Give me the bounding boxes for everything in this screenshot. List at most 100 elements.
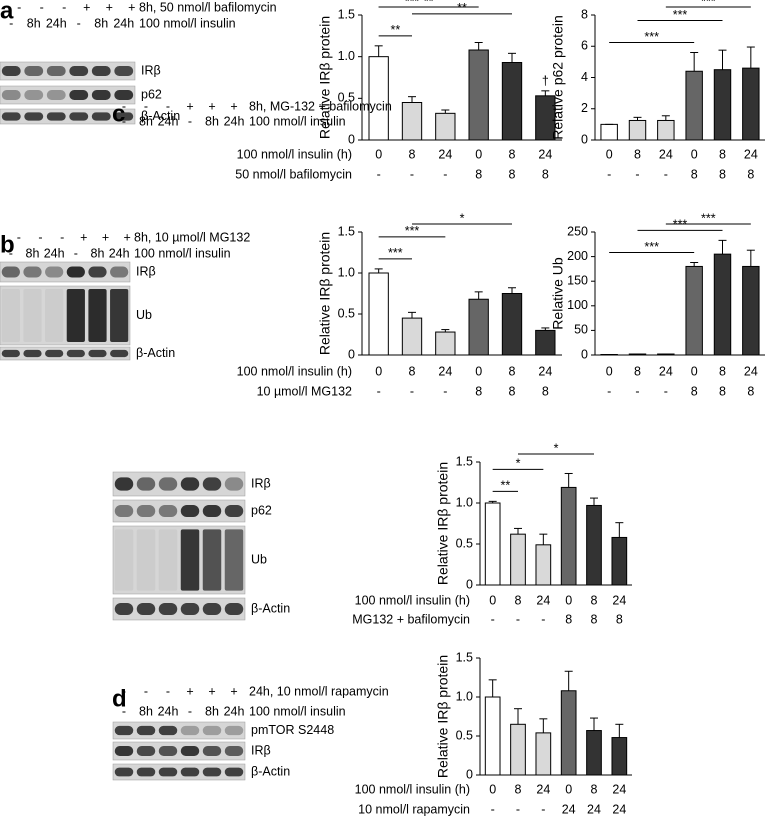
x-tick-label: 0 (565, 782, 572, 796)
y-tick-label: 0 (348, 132, 355, 146)
blot-band (158, 746, 178, 756)
x-tick-label: 8 (634, 364, 641, 378)
lane-header: + (186, 99, 193, 113)
blot-band (24, 90, 44, 100)
lane-header: 24h (113, 16, 134, 30)
bar (713, 253, 732, 356)
band-label: β-Actin (141, 109, 180, 123)
x-tick-label-2: 8 (475, 167, 482, 181)
blot-band (180, 477, 200, 491)
x-tick-label: 0 (489, 782, 496, 796)
blot-band (224, 767, 244, 777)
significance-label: ** (457, 1, 467, 15)
lane-header: - (60, 230, 64, 244)
significance-label: *** (701, 0, 716, 8)
bar (742, 67, 760, 141)
lane-header: + (208, 684, 215, 698)
x-tick-label-2: - (377, 167, 381, 181)
y-tick-label: 0 (581, 132, 588, 146)
significance-label: ** (500, 479, 510, 493)
blot-band (114, 66, 134, 76)
significance-label: *** (388, 246, 403, 260)
y-tick-label: 6 (581, 39, 588, 53)
x-tick-label: 24 (744, 364, 758, 378)
x-tick-label-2: 8 (719, 167, 726, 181)
blot-band (114, 477, 134, 491)
blot-band (114, 90, 134, 100)
x-tick-label-2: 8 (509, 167, 516, 181)
bar-note: † (542, 74, 549, 88)
blot-band (202, 602, 222, 616)
blot-band (136, 746, 156, 756)
panel-letter: c (112, 100, 125, 127)
lane-header: - (122, 99, 126, 113)
x-tick-label-2: 8 (509, 384, 516, 398)
significance-label: *** (644, 30, 659, 44)
blot-band (1, 66, 21, 76)
blot-band (180, 725, 200, 736)
x-tick-label: 0 (691, 364, 698, 378)
blot-band (158, 725, 178, 736)
x-tick-label-2: 8 (616, 612, 623, 626)
lane-header: + (80, 230, 87, 244)
x-tick-label: 8 (509, 364, 516, 378)
blot-band (202, 504, 222, 518)
y-axis-label: Relative IRβ protein (317, 232, 333, 355)
blot-band (114, 767, 134, 777)
y-tick-label: 1.5 (456, 650, 473, 664)
lane-header: 8h (27, 16, 41, 30)
x-tick-label: 8 (591, 593, 598, 607)
x-tick-label-2: - (664, 384, 668, 398)
x-tick-label-2: 24 (612, 802, 626, 816)
blot-band (66, 288, 85, 343)
blot-band (88, 266, 107, 278)
bar (535, 544, 552, 586)
row-label: 50 nmol/l bafilomycin (235, 167, 352, 181)
lane-header: - (9, 16, 13, 30)
blot-band (136, 767, 156, 777)
blot-band (69, 90, 89, 100)
x-tick-label-2: - (491, 802, 495, 816)
blot-band (136, 504, 156, 518)
blot-band (224, 725, 244, 736)
row-label: 100 nmol/l insulin (h) (355, 782, 470, 796)
x-tick-label-2: - (516, 612, 520, 626)
lane-header: - (9, 246, 13, 260)
blot-background (0, 285, 131, 346)
bar (501, 62, 523, 141)
x-tick-label-2: 8 (475, 384, 482, 398)
x-tick-label-2: 8 (719, 384, 726, 398)
x-tick-label: 24 (538, 364, 552, 378)
bar (510, 533, 526, 586)
lane-header: - (144, 684, 148, 698)
lane-header: 24h (46, 16, 67, 30)
y-tick-label: 8 (581, 7, 588, 21)
bar (685, 265, 703, 356)
lane-header-label: 100 nmol/l insulin (134, 246, 231, 260)
y-axis-label: Relative IRβ protein (317, 16, 333, 139)
lane-header: - (166, 684, 170, 698)
lane-header: 8h (26, 246, 40, 260)
x-tick-label: 8 (634, 147, 641, 161)
x-tick-label: 8 (591, 782, 598, 796)
lane-header: 24h (109, 246, 130, 260)
band-label: p62 (251, 503, 272, 517)
y-tick-label: 1.0 (338, 265, 355, 279)
lane-header: + (186, 684, 193, 698)
blot-band (24, 66, 44, 76)
band-label: Ub (136, 308, 152, 322)
blot-band (46, 90, 66, 100)
blot-band (136, 529, 156, 591)
lane-header: 24h (158, 114, 179, 128)
bar (560, 486, 577, 586)
blot-band (114, 112, 134, 121)
bar (611, 737, 628, 776)
x-tick-label-2: 8 (691, 384, 698, 398)
lane-header: - (122, 114, 126, 128)
x-tick-label-2: - (607, 384, 611, 398)
x-tick-label: 24 (744, 147, 758, 161)
x-tick-label-2: - (491, 612, 495, 626)
blot-band (136, 477, 156, 491)
blot-band (66, 266, 85, 278)
bar (435, 331, 456, 356)
